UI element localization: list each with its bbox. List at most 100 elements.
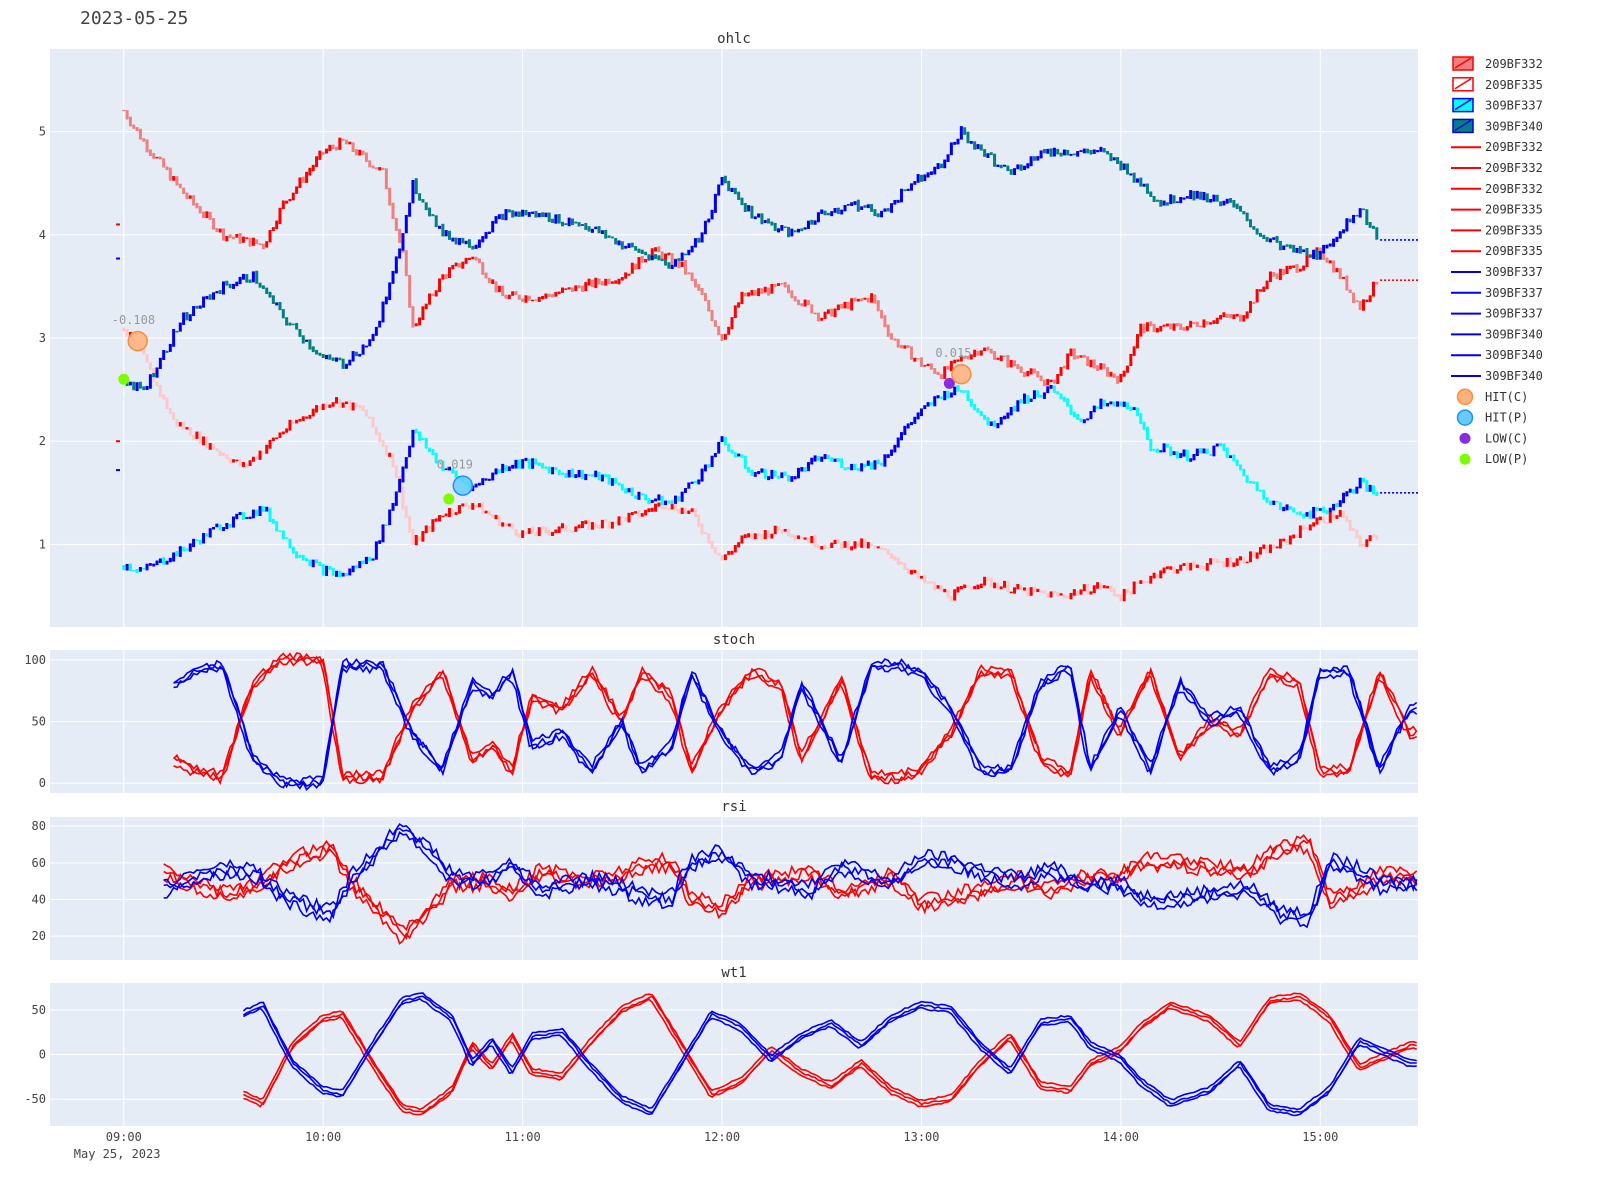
ohlc-candle (654, 498, 658, 502)
ohlc-candle (1219, 201, 1223, 207)
ohlc-candle (856, 298, 860, 302)
ohlc-candle (936, 163, 940, 170)
ohlc-candle (1335, 515, 1339, 519)
ohlc-candle (1076, 413, 1080, 420)
legend-item[interactable] (1452, 77, 1474, 92)
ohlc-candle (494, 514, 498, 520)
ohlc-candle (255, 270, 259, 284)
legend-label: 309BF337 (1485, 265, 1543, 279)
ohlc-candle (949, 595, 953, 602)
ohlc-candle (1318, 251, 1322, 260)
ohlc-candle (986, 577, 990, 581)
ohlc-candle (906, 423, 910, 429)
ohlc-candle (850, 463, 854, 471)
ohlc-candle (1182, 563, 1186, 567)
ohlc-candle (428, 207, 432, 217)
ohlc-candle (979, 350, 983, 356)
ohlc-candle (1059, 152, 1063, 157)
ohlc-candle (561, 287, 565, 293)
ohlc-candle (783, 226, 787, 228)
ohlc-candle (295, 186, 299, 194)
legend-item[interactable] (1452, 97, 1474, 113)
legend-item[interactable] (1459, 432, 1471, 444)
ohlc-candle (826, 454, 830, 460)
ohlc-candle (474, 244, 478, 249)
ohlc-candle (1019, 399, 1023, 404)
ohlc-candle (627, 243, 631, 248)
ohlc-candle (1195, 321, 1199, 327)
ohlc-candle (1179, 323, 1183, 330)
ohlc-candle (803, 537, 807, 540)
ohlc-candle (1122, 588, 1126, 602)
ohlc-candle (567, 217, 571, 227)
ohlc-candle (787, 284, 791, 294)
ohlc-candle (1199, 564, 1203, 570)
ohlc-candle (418, 317, 422, 326)
ohlc-candle (424, 525, 428, 534)
ohlc-candle (1042, 392, 1046, 399)
legend-label: 309BF337 (1485, 99, 1543, 113)
ohlc-candle (570, 530, 574, 534)
ohlc-candle (122, 564, 126, 571)
ohlc-candle (248, 279, 252, 283)
ohlc-candle (328, 566, 332, 570)
ohlc-candle (1268, 238, 1272, 243)
legend-item[interactable] (1452, 56, 1474, 71)
ohlc-candle (418, 193, 422, 201)
ohlc-candle (664, 253, 668, 261)
ohlc-candle (541, 212, 545, 218)
ohlc-candle (637, 257, 641, 270)
ohlc-candle (906, 345, 910, 349)
ohlc-candle (674, 503, 678, 511)
ohlc-candle (1026, 587, 1030, 597)
ohlc-candle (1229, 314, 1233, 319)
ohlc-candle (1042, 148, 1046, 154)
ohlc-candle (487, 510, 491, 516)
ohlc-candle (813, 534, 817, 548)
ohlc-candle (438, 225, 442, 229)
legend-item[interactable] (1456, 409, 1474, 426)
ohlc-candle (1119, 373, 1123, 383)
ohlc-candle (1322, 516, 1326, 524)
ohlc-candle (577, 470, 581, 478)
ohlc-candle (916, 570, 920, 579)
ohlc-candle (434, 452, 438, 464)
ohlc-candle (617, 278, 621, 285)
ohlc-candle (334, 357, 338, 362)
ohlc-candle (949, 392, 953, 398)
ohlc-candle (1175, 451, 1179, 459)
ohlc-candle (587, 278, 591, 286)
ohlc-candle (1272, 500, 1276, 505)
ohlc-candle (943, 159, 947, 169)
ohlc-candle (1342, 510, 1346, 518)
ohlc-candle (285, 200, 289, 204)
ohlc-candle (1019, 585, 1023, 591)
ohlc-candle (597, 226, 601, 234)
legend-item[interactable] (1452, 118, 1474, 134)
ohlc-candle (850, 202, 854, 206)
ohlc-candle (900, 561, 904, 565)
ohlc-candle (654, 503, 658, 512)
ohlc-candle (1079, 589, 1083, 595)
ohlc-candle (634, 246, 638, 251)
ohlc-candle (454, 512, 458, 515)
ohlc-candle (1222, 561, 1226, 568)
wt1-y-tick-label: 50 (32, 1003, 46, 1017)
ohlc-candle (620, 276, 624, 281)
legend-item[interactable] (1459, 453, 1471, 465)
legend-item[interactable] (1456, 388, 1474, 406)
ohlc-candle (265, 287, 269, 294)
ohlc-candle (720, 436, 724, 443)
ohlc-candle (697, 514, 701, 528)
ohlc-candle (660, 258, 664, 262)
ohlc-candle (783, 281, 787, 288)
ohlc-candle (1278, 538, 1282, 549)
ohlc-candle (760, 533, 764, 540)
ohlc-candle (1262, 234, 1266, 239)
ohlc-candle (474, 483, 478, 488)
ohlc-candle (723, 554, 727, 561)
ohlc-candle (1135, 581, 1139, 584)
ohlc-candle (358, 149, 362, 156)
ohlc-candle (843, 541, 847, 548)
